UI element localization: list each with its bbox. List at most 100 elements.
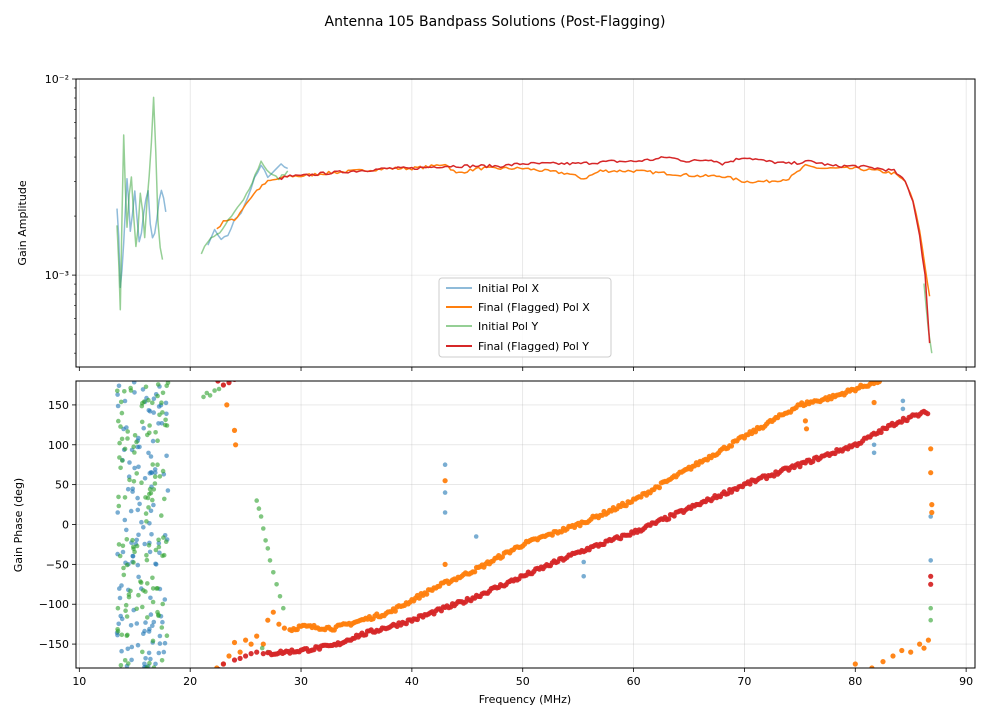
phase-point-final-x xyxy=(871,399,877,406)
phase-point-initial-y xyxy=(143,384,149,390)
phase-point-initial-x xyxy=(132,390,137,395)
phase-point-initial-x xyxy=(137,501,142,507)
phase-point-initial-x xyxy=(119,648,124,654)
phase-y-tick-label: 0 xyxy=(62,519,69,532)
phase-point-initial-y xyxy=(155,438,160,444)
phase-point-initial-y xyxy=(153,430,158,435)
phase-point-initial-x xyxy=(156,421,161,426)
amplitude-line-initial-y-0 xyxy=(116,96,164,311)
phase-point-initial-x xyxy=(157,641,163,646)
phase-y-axis-label: Gain Phase (deg) xyxy=(12,478,25,572)
amplitude-x-ticks xyxy=(78,367,967,371)
phase-point-initial-x xyxy=(122,398,128,404)
phase-point-initial-x xyxy=(153,470,158,475)
legend-frame xyxy=(438,277,612,358)
phase-point-initial-x xyxy=(139,519,144,525)
phase-point-initial-y xyxy=(163,539,169,544)
phase-y-tick-label: 150 xyxy=(48,399,69,412)
phase-point-initial-x xyxy=(134,537,139,543)
phase-point-initial-y xyxy=(136,592,141,598)
phase-x-tick-label: 20 xyxy=(183,675,197,688)
phase-point-initial-x xyxy=(150,438,156,444)
phase-point-initial-y xyxy=(164,383,169,389)
phase-point-initial-x xyxy=(148,454,154,459)
amplitude-line-initial-x-1 xyxy=(207,163,288,246)
phase-point-final-x xyxy=(917,641,923,647)
phase-point-initial-y xyxy=(263,538,268,543)
phase-point-final-y xyxy=(231,657,238,663)
phase-point-initial-y xyxy=(150,400,155,406)
phase-point-initial-y xyxy=(150,599,156,605)
phase-point-initial-y xyxy=(259,645,265,651)
phase-point-final-x xyxy=(803,426,810,432)
phase-point-initial-y xyxy=(121,572,127,578)
phase-point-initial-x xyxy=(157,550,162,556)
phase-point-final-x xyxy=(880,381,882,382)
phase-point-initial-y xyxy=(117,440,122,446)
phase-x-tick-label: 60 xyxy=(627,675,641,688)
phase-point-final-y xyxy=(666,516,672,522)
phase-point-initial-x xyxy=(134,621,140,626)
phase-point-final-x xyxy=(623,503,629,509)
phase-point-initial-y xyxy=(139,419,145,425)
legend-label-final-y: Final (Flagged) Pol Y xyxy=(478,340,589,353)
amplitude-y-tick-label: 10⁻² xyxy=(45,73,69,86)
phase-point-initial-y xyxy=(281,605,286,611)
phase-point-initial-y xyxy=(204,390,210,396)
phase-point-initial-y xyxy=(119,436,125,442)
phase-point-initial-y xyxy=(122,446,128,452)
phase-point-final-y xyxy=(220,382,226,388)
phase-point-initial-y xyxy=(130,537,135,543)
phase-point-initial-x xyxy=(148,508,154,514)
phase-point-initial-x xyxy=(156,541,162,546)
phase-point-initial-y xyxy=(161,552,167,558)
phase-point-initial-y xyxy=(117,455,122,460)
phase-point-initial-y xyxy=(152,474,158,480)
phase-point-initial-y xyxy=(145,615,150,620)
phase-point-initial-x xyxy=(125,486,131,492)
phase-point-initial-y xyxy=(277,594,283,599)
phase-point-initial-y xyxy=(254,498,259,503)
phase-point-initial-y xyxy=(160,601,165,607)
phase-point-final-x xyxy=(929,502,935,508)
phase-point-initial-x xyxy=(137,444,142,450)
phase-point-initial-y xyxy=(132,433,138,438)
phase-point-initial-y xyxy=(267,558,273,563)
phase-point-final-x xyxy=(270,609,276,615)
phase-point-final-x xyxy=(869,665,875,668)
phase-point-initial-y xyxy=(150,575,155,581)
phase-point-initial-y xyxy=(118,465,123,471)
phase-point-initial-y xyxy=(131,444,136,450)
phase-point-initial-y xyxy=(141,588,146,593)
phase-point-initial-y xyxy=(134,439,139,445)
phase-point-initial-y xyxy=(119,632,125,638)
phase-point-initial-x xyxy=(161,649,167,655)
amplitude-panel: 10⁻³ 10⁻² Gain Amplitude Initial Pol X Fi… xyxy=(16,73,976,371)
phase-point-final-x xyxy=(890,653,896,659)
phase-point-initial-x xyxy=(141,425,146,431)
phase-point-initial-y xyxy=(127,477,132,483)
amplitude-y-tick-label: 10⁻³ xyxy=(45,269,69,282)
phase-x-tick-label: 10 xyxy=(72,675,86,688)
phase-point-final-x xyxy=(265,617,271,623)
phase-point-final-y xyxy=(254,649,260,655)
phase-point-final-x xyxy=(392,608,398,614)
phase-point-final-x xyxy=(925,637,932,643)
phase-point-initial-x xyxy=(146,450,151,456)
phase-point-initial-y xyxy=(145,432,150,438)
phase-point-initial-y xyxy=(157,474,163,479)
phase-point-initial-y xyxy=(144,557,150,563)
phase-point-initial-y xyxy=(134,471,139,476)
phase-y-tick-label: −50 xyxy=(46,558,69,571)
phase-point-initial-y xyxy=(125,436,130,441)
phase-point-initial-x xyxy=(132,465,137,471)
phase-point-initial-x xyxy=(160,619,165,625)
phase-point-initial-y xyxy=(156,544,162,550)
phase-point-initial-x xyxy=(142,661,147,667)
phase-point-initial-x xyxy=(136,574,141,580)
phase-point-initial-x xyxy=(116,621,121,627)
phase-point-initial-x xyxy=(151,502,156,508)
amplitude-line-final-x-0 xyxy=(216,163,931,297)
phase-point-initial-y xyxy=(271,570,276,575)
